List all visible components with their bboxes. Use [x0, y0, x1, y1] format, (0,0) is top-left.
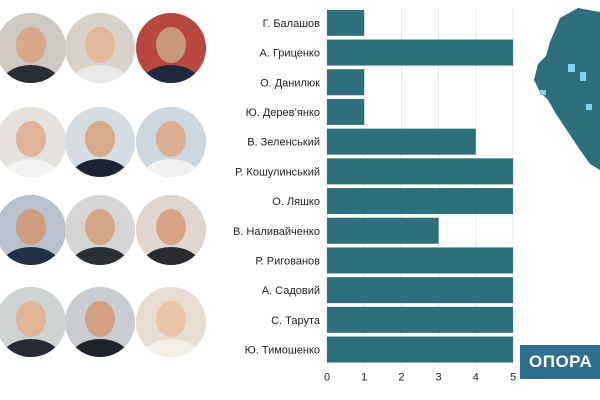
portrait-zelenskyi: [65, 107, 135, 177]
y-tick-label: С. Тарута: [271, 315, 321, 327]
portrait-derevianko: [0, 107, 66, 177]
portrait-balashov: [0, 13, 66, 83]
region-map-shape: [534, 8, 600, 170]
bar: [327, 306, 513, 333]
map-region-highlight: [586, 104, 592, 110]
y-tick-label: Ю. Тимошенко: [245, 345, 320, 357]
bar: [327, 158, 513, 185]
y-tick-label: Г. Балашов: [263, 18, 321, 30]
candidate-portraits: [0, 0, 215, 400]
y-tick-label: О. Данилюк: [260, 77, 320, 89]
x-tick-label: 5: [510, 371, 516, 383]
bar: [327, 39, 513, 66]
portrait-taruta: [65, 287, 135, 357]
y-tick-label: А. Садовий: [262, 285, 320, 297]
x-tick-label: 3: [436, 371, 442, 383]
portrait-danyliuk: [136, 13, 206, 83]
map-region-highlight: [568, 64, 575, 72]
bar: [327, 217, 439, 244]
map-region-highlight: [580, 72, 586, 81]
bar-chart: 0 1 2 3 4 5 Г. Балашов А. Гриценко О. Данилюк Ю. …: [233, 8, 516, 383]
region-map: [534, 8, 600, 170]
portrait-hrytsenko: [65, 13, 135, 83]
bar: [327, 9, 365, 36]
bar: [327, 247, 513, 274]
x-tick-label: 0: [324, 371, 330, 383]
bar: [327, 336, 513, 363]
bar: [327, 188, 513, 215]
x-tick-label: 2: [398, 371, 404, 383]
portrait-liashko: [0, 195, 66, 265]
bar: [327, 98, 365, 125]
portrait-tymoshenko: [136, 287, 206, 357]
y-tick-label: О. Ляшко: [272, 196, 320, 208]
y-tick-label: Ю. Дерев’янко: [246, 107, 320, 119]
bar: [327, 128, 476, 155]
y-tick-label: В. Зеленський: [247, 137, 320, 149]
map-region-highlight: [540, 90, 546, 95]
x-tick-label: 1: [361, 371, 367, 383]
y-tick-label: Р. Кошулинський: [235, 166, 320, 178]
portrait-nalyvaichenko: [65, 195, 135, 265]
y-tick-label: В. Наливайченко: [233, 226, 320, 238]
y-tick-label: Р. Ригованов: [255, 255, 320, 267]
y-tick-label: А. Гриценко: [260, 48, 320, 60]
portrait-koshulynskyi: [136, 107, 206, 177]
x-tick-label: 4: [473, 371, 479, 383]
bar: [327, 69, 365, 96]
bar: [327, 277, 513, 304]
portrait-sadovyi: [0, 287, 66, 357]
opora-brand-label: ОПОРА: [520, 345, 600, 379]
portrait-ryhovanov: [136, 195, 206, 265]
